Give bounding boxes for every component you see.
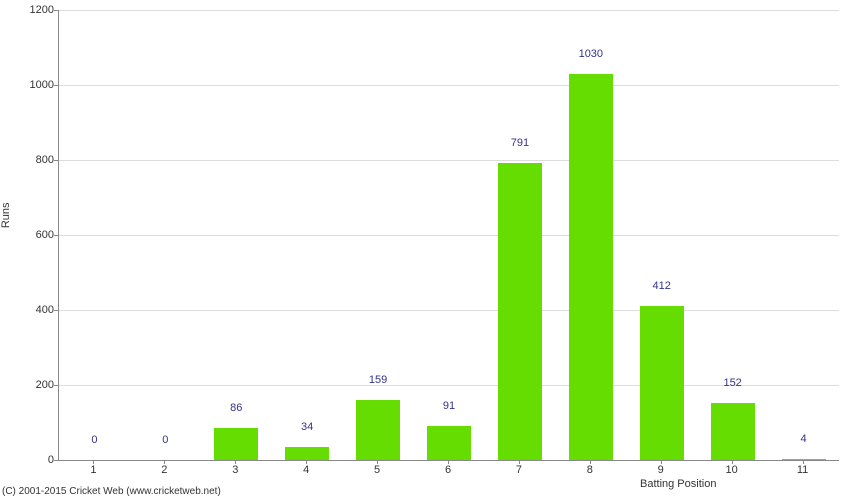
y-tick-mark [54,310,58,311]
x-tick-label: 6 [445,464,451,476]
bar-value-label: 0 [162,434,168,446]
y-tick-label: 1200 [30,4,54,16]
bar [569,74,613,460]
x-tick-label: 5 [374,464,380,476]
y-tick-label: 0 [48,454,54,466]
y-tick-mark [54,460,58,461]
bar-value-label: 159 [369,374,387,386]
gridline [59,235,839,236]
bar [285,447,329,460]
y-tick-label: 800 [36,154,54,166]
y-tick-mark [54,235,58,236]
bar-value-label: 86 [230,402,242,414]
bar [214,428,258,460]
x-tick-label: 11 [797,464,808,476]
x-tick-label: 7 [516,464,522,476]
x-tick-label: 8 [587,464,593,476]
y-axis-title: Runs [0,202,12,228]
bar [711,403,755,460]
x-tick-label: 1 [90,464,96,476]
x-tick-label: 9 [658,464,664,476]
x-axis-title: Batting Position [640,478,716,490]
y-tick-label: 600 [36,229,54,241]
gridline [59,385,839,386]
y-tick-mark [54,160,58,161]
y-tick-label: 1000 [30,79,54,91]
x-tick-label: 2 [161,464,167,476]
gridline [59,10,839,11]
x-tick-label: 3 [232,464,238,476]
plot-area: 0 0 86 34 159 91 791 1030 412 152 4 [58,10,839,461]
y-tick-label: 200 [36,379,54,391]
bar [498,163,542,460]
gridline [59,85,839,86]
bar-value-label: 791 [511,137,529,149]
gridline [59,310,839,311]
y-tick-mark [54,385,58,386]
gridline [59,160,839,161]
bar [356,400,400,460]
x-tick-label: 4 [303,464,309,476]
bar-value-label: 152 [723,377,741,389]
bar-value-label: 0 [91,434,97,446]
y-tick-mark [54,10,58,11]
bar-value-label: 1030 [579,48,603,60]
bar [782,459,826,461]
bar-value-label: 34 [301,421,313,433]
bar-value-label: 91 [443,400,455,412]
x-tick-label: 10 [726,464,738,476]
copyright-text: (C) 2001-2015 Cricket Web (www.cricketwe… [2,486,221,497]
bar [427,426,471,460]
y-tick-label: 400 [36,304,54,316]
bar [640,306,684,461]
bar-value-label: 4 [800,433,806,445]
bar-value-label: 412 [653,280,671,292]
y-tick-mark [54,85,58,86]
chart-container: 0086341599179110304121524 02004006008001… [0,0,850,500]
